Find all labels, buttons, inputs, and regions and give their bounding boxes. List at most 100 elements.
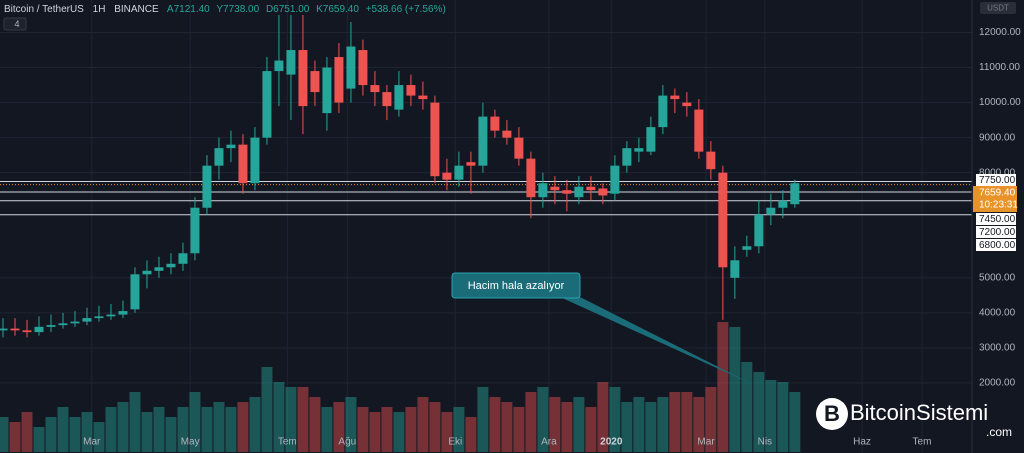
candle-body: [94, 316, 104, 319]
candle-body: [334, 57, 344, 103]
volume-bar: [429, 402, 441, 452]
volume-bar: [609, 387, 621, 452]
candle-body: [430, 102, 440, 177]
volume-bar: [297, 387, 309, 452]
annotation-text: Hacim hala azalıyor: [468, 280, 565, 292]
candle-body: [538, 183, 548, 198]
x-tick-label: May: [181, 437, 200, 448]
volume-bar: [9, 422, 21, 452]
last-price-box: [973, 186, 1017, 212]
volume-bar: [453, 407, 465, 452]
volume-bar: [345, 397, 357, 452]
volume-bar: [681, 392, 693, 452]
volume-bar: [621, 402, 633, 452]
candle-body: [394, 85, 404, 110]
volume-bar: [417, 397, 429, 452]
volume-bar: [333, 402, 345, 452]
candle-body: [526, 158, 536, 198]
candle-body: [790, 183, 800, 205]
volume-bar: [357, 407, 369, 452]
volume-bar: [129, 392, 141, 452]
candle-body: [586, 186, 596, 191]
candle-body: [346, 46, 356, 89]
candle-body: [22, 330, 32, 333]
volume-bar: [21, 412, 33, 452]
ohlc-low: D6751.00: [266, 4, 310, 15]
ohlc-high: Y7738.00: [216, 4, 259, 15]
candle-body: [694, 109, 704, 152]
candle-body: [718, 172, 728, 268]
candle-body: [478, 116, 488, 166]
candle-body: [514, 137, 524, 159]
change: +538.66 (+7.56%): [366, 4, 446, 15]
indicator-count[interactable]: 4: [14, 19, 19, 29]
currency: USDT: [987, 4, 1009, 13]
candle-body: [370, 85, 380, 93]
volume-bar: [525, 392, 537, 452]
volume-bar: [45, 417, 57, 452]
x-tick-label: Nis: [758, 437, 772, 448]
candle-body: [454, 165, 464, 180]
volume-bar: [777, 382, 789, 452]
x-tick-label: Tem: [913, 437, 932, 448]
volume-bar: [405, 407, 417, 452]
candle-body: [610, 165, 620, 194]
volume-bar: [273, 382, 285, 452]
volume-bar: [669, 392, 681, 452]
x-tick-label: Mar: [83, 437, 101, 448]
watermark-suffix: .com: [986, 425, 1012, 439]
candle-body: [238, 144, 248, 184]
levels-layer: [0, 180, 972, 216]
volume-bar: [573, 397, 585, 452]
currency-badge[interactable]: [980, 2, 1016, 14]
volume-bar: [285, 387, 297, 452]
volume-bar: [513, 407, 525, 452]
candle-body: [190, 207, 200, 254]
candle-body: [598, 188, 608, 196]
y-tick-label: 10000.00: [979, 97, 1021, 108]
candle-body: [310, 71, 320, 93]
candle-body: [202, 165, 212, 208]
candle-body: [778, 200, 788, 208]
volume-bar: [717, 322, 729, 452]
volume-bar: [105, 407, 117, 452]
candle-body: [730, 260, 740, 278]
candle-body: [670, 95, 680, 100]
candle-body: [82, 318, 92, 322]
volume-bar: [729, 327, 741, 452]
candle-body: [658, 95, 668, 128]
candle-body: [106, 314, 116, 317]
annotation-box: [451, 272, 581, 299]
candle-body: [550, 186, 560, 191]
candle-body: [490, 116, 500, 131]
volume-bar: [225, 407, 237, 452]
level-label: 7450.00: [979, 214, 1016, 225]
volume-bar: [549, 397, 561, 452]
annotation-pointer: [560, 297, 752, 384]
candle-body: [226, 144, 236, 149]
volume-bar: [69, 417, 81, 452]
candle-body: [574, 186, 584, 198]
volume-bar: [237, 402, 249, 452]
candle-body: [58, 323, 68, 326]
candle-body: [466, 162, 476, 166]
candle-body: [178, 253, 188, 264]
volume-bar: [0, 417, 9, 452]
x-tick-label: Mar: [697, 437, 715, 448]
y-tick-label: 4000.00: [979, 307, 1016, 318]
candle-body: [442, 172, 452, 180]
candle-body: [766, 207, 776, 215]
volume-bar: [189, 392, 201, 452]
indicator-toggle[interactable]: [3, 17, 27, 31]
candle-body: [406, 85, 416, 96]
volume-bar: [657, 397, 669, 452]
candle-body: [250, 137, 260, 184]
volume-bar: [57, 407, 69, 452]
volume-bar: [321, 407, 333, 452]
volume-bar: [177, 407, 189, 452]
level-label-box: [976, 239, 1016, 251]
level-label: 6800.00: [979, 240, 1016, 251]
volume-bar: [741, 362, 753, 452]
volume-bar: [585, 407, 597, 452]
